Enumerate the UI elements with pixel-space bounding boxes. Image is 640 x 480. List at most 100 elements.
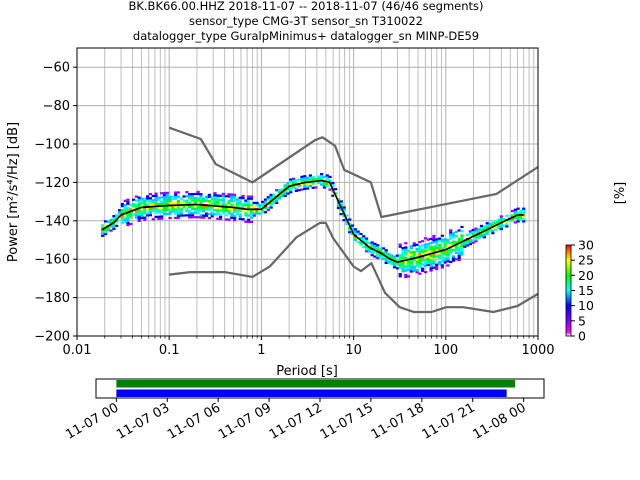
psd-histogram-cell	[451, 240, 456, 243]
psd-histogram-cell	[182, 199, 186, 202]
psd-histogram-cell	[513, 208, 517, 211]
psd-histogram-cell	[291, 179, 296, 183]
psd-histogram-cell	[261, 205, 265, 208]
psd-histogram-cell	[297, 180, 301, 183]
psd-histogram-cell	[421, 267, 425, 270]
psd-histogram-cell	[165, 200, 169, 203]
psd-histogram-cell	[303, 177, 307, 180]
psd-histogram-cell	[317, 175, 321, 178]
psd-histogram-cell	[269, 195, 273, 199]
psd-histogram-cell	[437, 262, 442, 266]
psd-histogram-cell	[143, 216, 147, 219]
psd-histogram-cell	[373, 242, 377, 246]
psd-histogram-cell	[373, 255, 377, 258]
psd-histogram-cell	[261, 200, 265, 203]
psd-histogram-cell	[440, 266, 444, 269]
psd-histogram-cell	[258, 210, 262, 213]
psd-histogram-cell	[449, 231, 453, 234]
psd-histogram-cell	[432, 241, 436, 244]
timeline-tick-label: 11-07 12	[267, 400, 325, 442]
psd-histogram-cell	[429, 269, 433, 272]
psd-histogram-cell	[137, 215, 141, 218]
psd-histogram-cell	[224, 218, 228, 221]
psd-histogram-cell	[364, 248, 369, 251]
psd-histogram-cell	[165, 198, 169, 201]
psd-histogram-cell	[457, 244, 461, 247]
psd-histogram-cell	[179, 212, 183, 215]
psd-histogram-cell	[151, 207, 155, 210]
psd-histogram-cell	[207, 195, 211, 199]
colorbar-gradient	[565, 244, 572, 337]
psd-histogram-cell	[415, 262, 419, 265]
psd-histogram-cell	[275, 197, 279, 200]
psd-histogram-cell	[106, 229, 110, 232]
psd-histogram-cell	[398, 262, 402, 265]
psd-histogram-cell	[482, 227, 487, 230]
psd-histogram-cell	[269, 206, 273, 209]
psd-histogram-cell	[437, 239, 442, 242]
psd-histogram-cell	[207, 202, 211, 205]
psd-histogram-cell	[491, 232, 495, 235]
psd-histogram-cell	[137, 198, 141, 201]
psd-histogram-cell	[432, 256, 436, 259]
psd-histogram-cell	[367, 244, 371, 247]
psd-histogram-cell	[513, 212, 517, 216]
x-tick-label: 10	[345, 343, 362, 358]
psd-histogram-cell	[480, 233, 484, 236]
psd-histogram-cell	[370, 249, 374, 253]
psd-histogram-cell	[322, 182, 327, 185]
psd-histogram-cell	[134, 199, 138, 202]
psd-histogram-cell	[496, 218, 501, 221]
mean-psd-line	[102, 179, 524, 263]
psd-histogram-cell	[440, 247, 444, 250]
psd-histogram-cell	[101, 226, 105, 229]
psd-histogram-cell	[286, 181, 290, 185]
psd-histogram-cell	[151, 203, 155, 206]
psd-histogram-cell	[218, 194, 223, 197]
psd-histogram-cell	[221, 197, 225, 200]
psd-histogram-cell	[440, 264, 444, 267]
colorbar-tick-label: 10	[578, 298, 594, 313]
psd-histogram-cell	[418, 264, 422, 267]
psd-histogram-cell	[443, 259, 447, 262]
psd-histogram-cell	[199, 214, 203, 217]
psd-histogram-cell	[454, 234, 458, 238]
y-tick-label: −120	[34, 176, 70, 191]
psd-histogram-cell	[426, 238, 430, 241]
psd-histogram-cell	[185, 205, 189, 209]
psd-histogram-cell	[404, 242, 408, 245]
psd-histogram-cell	[311, 176, 315, 179]
psd-histogram-cell	[140, 201, 144, 205]
psd-histogram-cell	[146, 203, 150, 206]
psd-histogram-cell	[412, 250, 416, 253]
psd-histogram-cell	[131, 213, 136, 216]
psd-histogram-cell	[120, 209, 124, 212]
y-axis-ticks: −200 −180 −160 −140 −120 −100 −80 −60	[34, 61, 77, 345]
psd-histogram-cell	[143, 218, 147, 221]
psd-histogram-cell	[126, 209, 130, 212]
colorbar-tick-label: 25	[578, 253, 594, 268]
psd-histogram-cell	[179, 214, 183, 217]
psd-histogram-cell	[320, 173, 324, 176]
psd-histogram-cell	[395, 263, 400, 266]
psd-histogram-cell	[370, 251, 374, 255]
psd-histogram-cell	[446, 239, 450, 242]
psd-histogram-cell	[407, 254, 411, 257]
psd-histogram-cell	[429, 258, 433, 262]
psd-histogram-cell	[154, 215, 158, 219]
psd-histogram-cell	[393, 264, 397, 267]
psd-histogram-cell	[126, 207, 130, 210]
psd-histogram-cell	[477, 234, 481, 237]
timeline-bar	[116, 389, 507, 397]
psd-histogram-cell	[423, 237, 428, 240]
psd-histogram-cell	[143, 201, 147, 205]
psd-histogram-cell	[216, 213, 220, 216]
psd-histogram-cell	[157, 215, 161, 218]
psd-histogram-cell	[320, 181, 324, 184]
psd-histogram-cell	[412, 242, 416, 245]
psd-histogram-cell	[446, 258, 450, 261]
psd-histogram-cell	[432, 247, 436, 250]
psd-histogram-cell	[513, 210, 517, 213]
psd-histogram-cell	[393, 266, 397, 269]
psd-histogram-cell	[126, 198, 130, 201]
